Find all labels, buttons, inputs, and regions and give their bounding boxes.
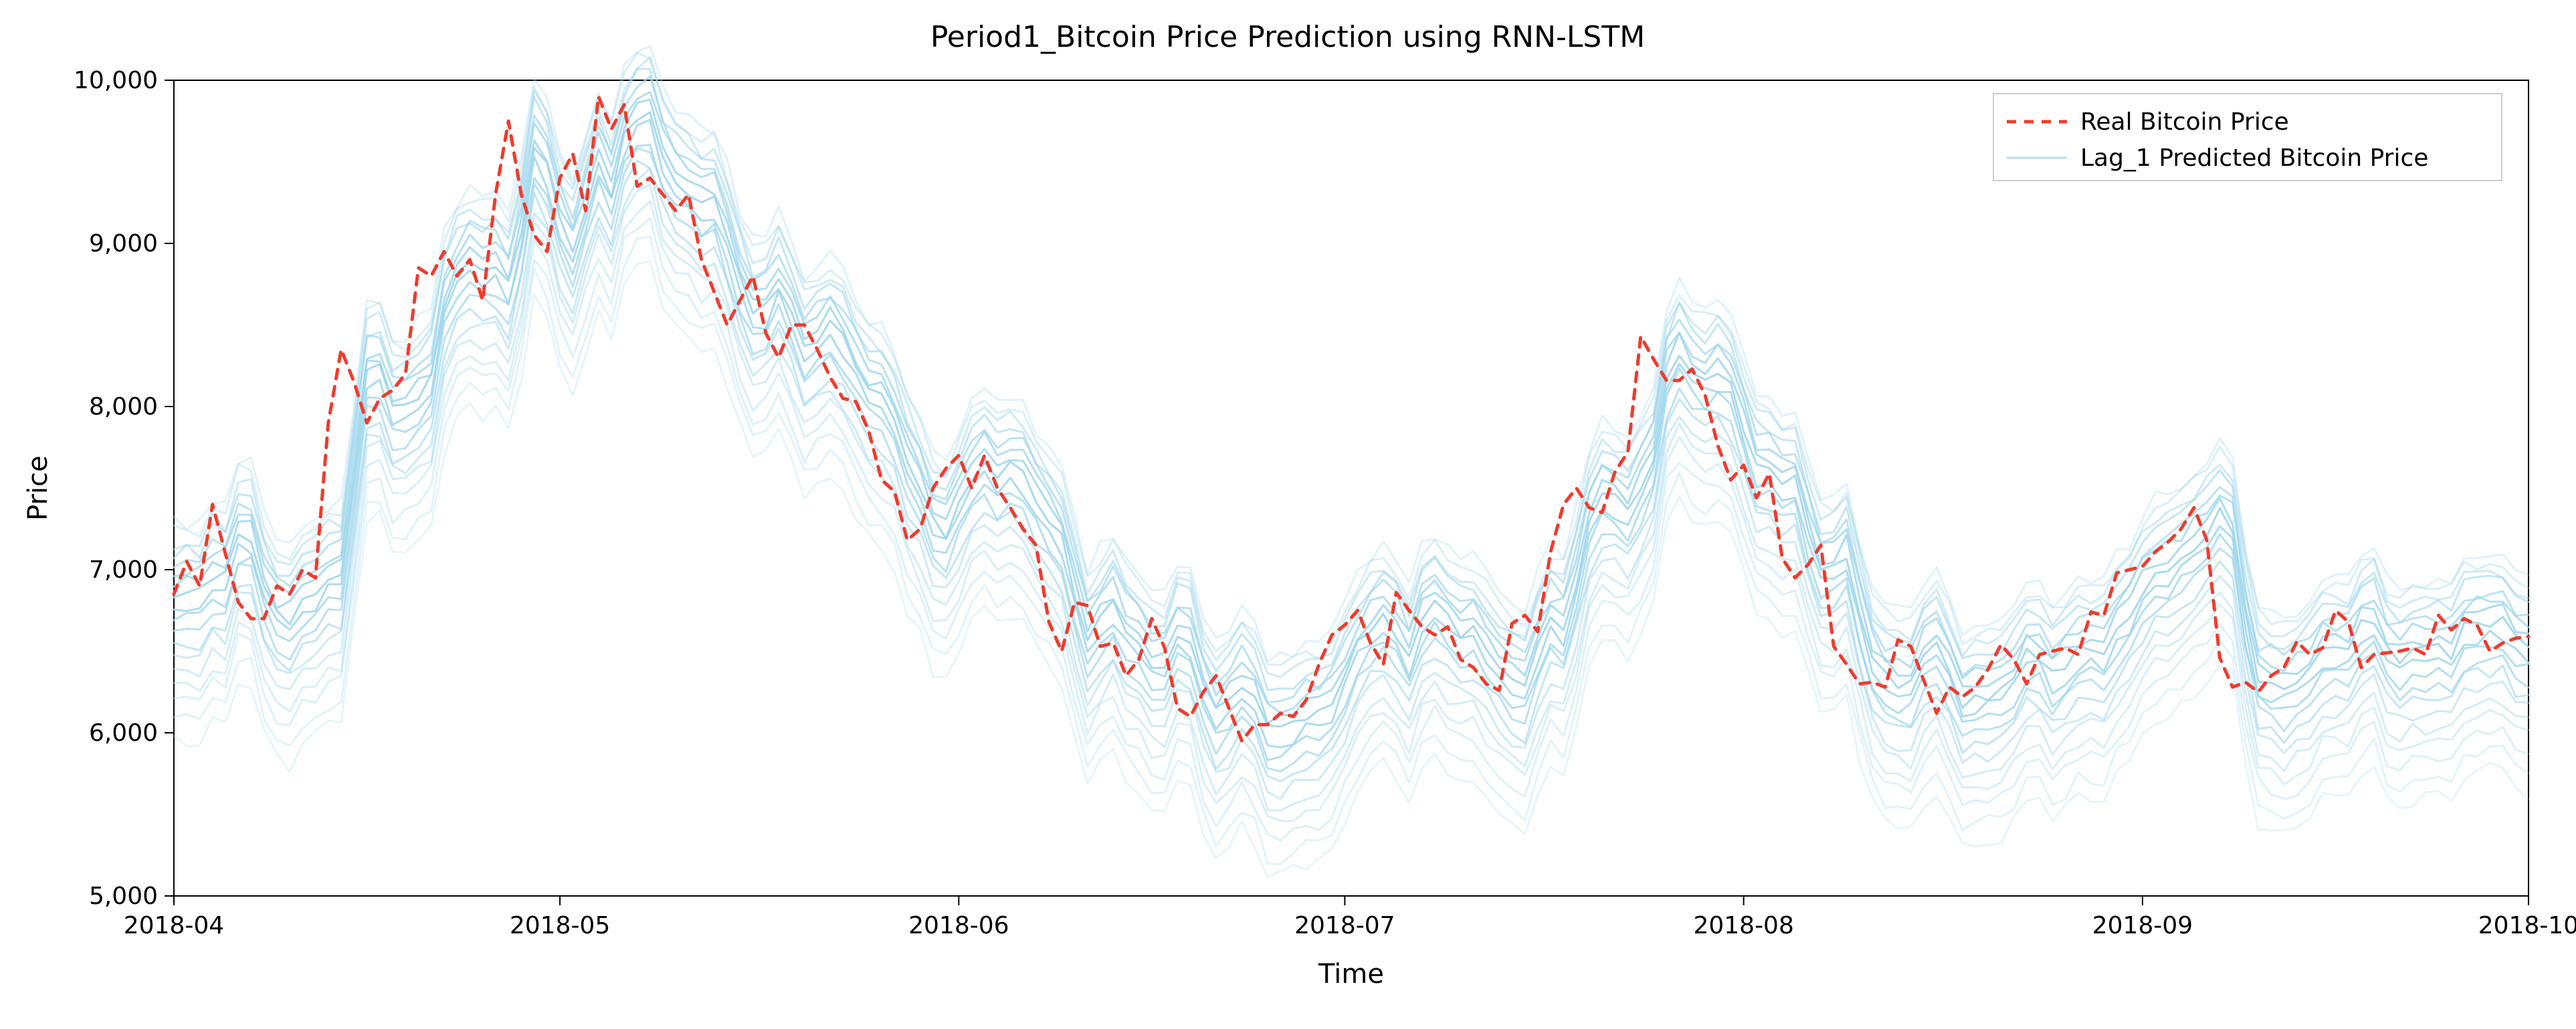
y-ticks-group: 5,000 6,000 7,000 8,000 9,000 10,000 — [74, 67, 174, 910]
y-tick-label: 5,000 — [89, 883, 158, 910]
y-tick-label: 7,000 — [89, 556, 158, 584]
y-tick-label: 6,000 — [89, 719, 158, 747]
legend-label: Lag_1 Predicted Bitcoin Price — [2080, 144, 2428, 172]
y-axis-label: Price — [23, 455, 54, 521]
x-ticks-group: 2018-04 2018-05 2018-06 2018-07 2018-08 2018-… — [124, 896, 2576, 939]
predicted-series-line — [174, 201, 2529, 821]
x-axis-label: Time — [1318, 959, 1384, 990]
predicted-series-line — [174, 261, 2529, 877]
x-tick-label: 2018-10 — [2478, 912, 2576, 939]
x-tick-label: 2018-07 — [1294, 912, 1395, 939]
legend-label: Real Bitcoin Price — [2080, 108, 2289, 136]
x-tick-label: 2018-08 — [1693, 912, 1793, 939]
predicted-series-line — [174, 185, 2529, 810]
chart-container: Period1_Bitcoin Price Prediction using R… — [0, 0, 2576, 1029]
y-tick-label: 9,000 — [89, 230, 158, 257]
legend: Real Bitcoin Price Lag_1 Predicted Bitcoi… — [1993, 94, 2502, 181]
predicted-series-line — [174, 168, 2529, 799]
x-tick-label: 2018-04 — [124, 912, 224, 939]
chart-svg: Period1_Bitcoin Price Prediction using R… — [0, 0, 2576, 1029]
x-tick-label: 2018-06 — [908, 912, 1009, 939]
x-tick-label: 2018-05 — [510, 912, 610, 939]
y-tick-label: 10,000 — [74, 67, 158, 94]
x-tick-label: 2018-09 — [2092, 912, 2193, 939]
y-tick-label: 8,000 — [89, 393, 158, 421]
chart-title: Period1_Bitcoin Price Prediction using R… — [930, 20, 1645, 54]
